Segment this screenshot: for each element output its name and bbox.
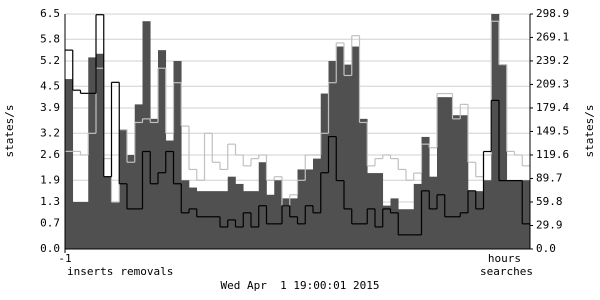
y2-tick-label: 239.2 (536, 54, 569, 67)
area-segment (134, 104, 143, 249)
area-segment (460, 115, 469, 249)
y-tick-label: 0.0 (40, 242, 60, 255)
footer: Wed Apr 1 19:00:01 2015 (221, 279, 380, 292)
area-segment (382, 205, 391, 249)
area-segment (475, 191, 484, 249)
legend-entry: removals (120, 265, 173, 278)
y-tick-label: 3.2 (40, 126, 60, 139)
y2-tick-label: 89.7 (536, 171, 563, 184)
x-tick-label: -1 (58, 252, 71, 265)
y-tick-label: 1.9 (40, 173, 60, 186)
area-segment (204, 191, 213, 249)
area-segment (220, 191, 229, 249)
area-segment (320, 93, 329, 250)
y-tick-label: 1.3 (40, 195, 60, 208)
y-tick-label: 0.7 (40, 217, 60, 230)
y2-tick-label: 298.9 (536, 7, 569, 20)
area-segment (235, 183, 244, 249)
area-segment (429, 176, 438, 249)
area-segment (96, 53, 105, 250)
area-segment (158, 50, 167, 250)
area-segment (72, 202, 81, 249)
legend-entry: searches (480, 265, 533, 278)
area-segment (398, 209, 407, 249)
area-segment (491, 14, 500, 249)
area-segment (196, 191, 205, 249)
area-segment (367, 173, 376, 249)
area-segment (189, 187, 198, 249)
area-segment (227, 176, 236, 249)
y2-tick-label: 149.5 (536, 124, 569, 137)
y2-tick-label: 59.8 (536, 195, 563, 208)
y2-tick-label: 29.9 (536, 218, 563, 231)
y2-tick-label: 119.6 (536, 148, 569, 161)
y-tick-label: 5.8 (40, 32, 60, 45)
area-segment (375, 173, 384, 249)
y2-tick-label: 269.1 (536, 30, 569, 43)
area-segment (437, 97, 446, 250)
area-segment (406, 209, 415, 249)
area-segment (119, 129, 128, 249)
y-tick-label: 4.5 (40, 79, 60, 92)
area-segment (506, 180, 515, 249)
area-segment (313, 158, 322, 249)
area-segment (390, 198, 399, 249)
area-segment (88, 57, 97, 250)
area-segment (127, 155, 136, 249)
y-axis-label: states/s (3, 105, 16, 158)
y-tick-label: 6.5 (40, 7, 60, 20)
y2-tick-label: 179.4 (536, 101, 569, 114)
legend-entry: inserts (67, 265, 113, 278)
area-segment (336, 46, 345, 250)
area-segment (468, 191, 477, 249)
y2-tick-label: 209.3 (536, 77, 569, 90)
area-segment (413, 183, 422, 249)
area-segment (103, 176, 112, 249)
area-segment (173, 61, 182, 249)
x-axis-label: hours (488, 252, 521, 265)
area-segment (181, 180, 190, 249)
area-segment (282, 198, 291, 249)
area-segment (444, 97, 453, 250)
area-segment (266, 194, 275, 249)
y-tick-label: 5.2 (40, 54, 60, 67)
area-segment (499, 64, 508, 249)
area-segment (165, 140, 174, 249)
y-tick-label: 2.6 (40, 148, 60, 161)
y2-tick-label: 0.0 (536, 242, 556, 255)
area-segment (522, 180, 531, 249)
area-segment (452, 115, 461, 249)
area-segment (289, 198, 298, 249)
area-segment (80, 202, 89, 249)
area-segment (421, 136, 430, 249)
area-segment (65, 79, 74, 249)
area-segment (212, 191, 221, 249)
y-tick-label: 3.9 (40, 101, 60, 114)
y2-axis-label: states/s (583, 105, 596, 158)
area-segment (297, 169, 306, 249)
area-segment (359, 118, 368, 249)
area-segment (344, 64, 353, 249)
area-segment (328, 61, 337, 249)
area-segment (305, 169, 314, 249)
area-segment (251, 191, 260, 249)
area-segment (274, 180, 283, 249)
area-segment (243, 191, 252, 249)
area-segment (111, 202, 120, 249)
area-segment (514, 180, 523, 249)
area-segment (142, 21, 151, 249)
area-segment (483, 180, 492, 249)
area-segment (351, 46, 360, 250)
